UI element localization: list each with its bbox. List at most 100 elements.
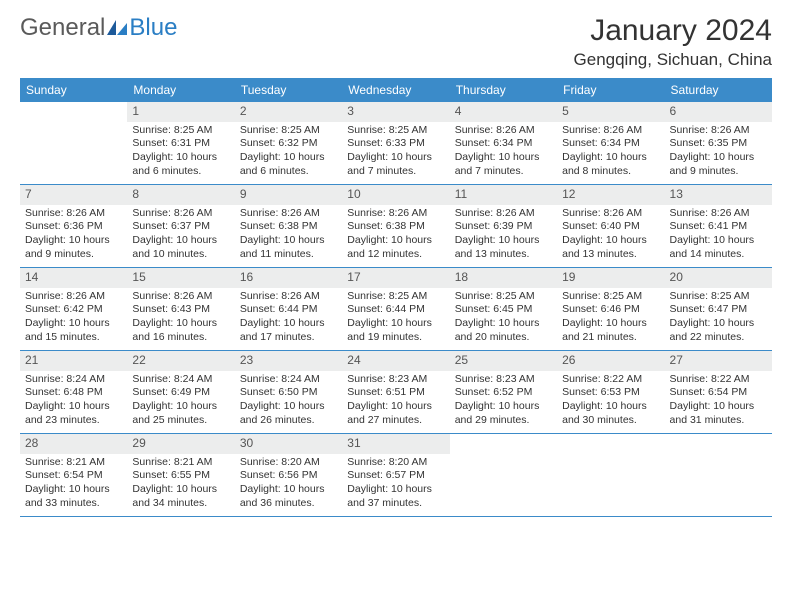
- day-number: 18: [450, 268, 557, 288]
- day-number: 29: [127, 434, 234, 454]
- calendar-cell: 18Sunrise: 8:25 AMSunset: 6:45 PMDayligh…: [450, 268, 557, 350]
- calendar-cell: 17Sunrise: 8:25 AMSunset: 6:44 PMDayligh…: [342, 268, 449, 350]
- daylight-text: Daylight: 10 hours and 10 minutes.: [132, 234, 229, 261]
- day-number: 20: [665, 268, 772, 288]
- sunrise-text: Sunrise: 8:26 AM: [455, 207, 552, 221]
- day-number: 1: [127, 102, 234, 122]
- sunrise-text: Sunrise: 8:26 AM: [455, 124, 552, 138]
- daylight-text: Daylight: 10 hours and 37 minutes.: [347, 483, 444, 510]
- daylight-text: Daylight: 10 hours and 23 minutes.: [25, 400, 122, 427]
- week-row: 21Sunrise: 8:24 AMSunset: 6:48 PMDayligh…: [20, 351, 772, 434]
- sunset-text: Sunset: 6:57 PM: [347, 469, 444, 483]
- sunset-text: Sunset: 6:31 PM: [132, 137, 229, 151]
- sunrise-text: Sunrise: 8:20 AM: [240, 456, 337, 470]
- daylight-text: Daylight: 10 hours and 14 minutes.: [670, 234, 767, 261]
- sunset-text: Sunset: 6:55 PM: [132, 469, 229, 483]
- month-title: January 2024: [574, 14, 772, 48]
- sunrise-text: Sunrise: 8:26 AM: [562, 124, 659, 138]
- sunset-text: Sunset: 6:34 PM: [562, 137, 659, 151]
- sunrise-text: Sunrise: 8:25 AM: [240, 124, 337, 138]
- sunrise-text: Sunrise: 8:24 AM: [25, 373, 122, 387]
- calendar-cell: 8Sunrise: 8:26 AMSunset: 6:37 PMDaylight…: [127, 185, 234, 267]
- sunrise-text: Sunrise: 8:26 AM: [347, 207, 444, 221]
- daylight-text: Daylight: 10 hours and 25 minutes.: [132, 400, 229, 427]
- calendar-cell: 16Sunrise: 8:26 AMSunset: 6:44 PMDayligh…: [235, 268, 342, 350]
- calendar-cell: 28 Sunrise: 8:21 AMSunset: 6:54 PMDayligh…: [20, 434, 127, 516]
- sunrise-text: Sunrise: 8:26 AM: [240, 207, 337, 221]
- day-number: 3: [342, 102, 449, 122]
- calendar-cell: 9Sunrise: 8:26 AMSunset: 6:38 PMDaylight…: [235, 185, 342, 267]
- header: General Blue January 2024 Gengqing, Sich…: [20, 14, 772, 70]
- calendar-cell: 21Sunrise: 8:24 AMSunset: 6:48 PMDayligh…: [20, 351, 127, 433]
- sunset-text: Sunset: 6:35 PM: [670, 137, 767, 151]
- day-number: 14: [20, 268, 127, 288]
- day-header-wed: Wednesday: [342, 78, 449, 102]
- brand-logo: General Blue: [20, 14, 177, 42]
- weeks-container: 1Sunrise: 8:25 AMSunset: 6:31 PMDaylight…: [20, 102, 772, 517]
- sunset-text: Sunset: 6:38 PM: [347, 220, 444, 234]
- day-number: 12: [557, 185, 664, 205]
- sunrise-text: Sunrise: 8:23 AM: [347, 373, 444, 387]
- calendar-cell: 19Sunrise: 8:25 AMSunset: 6:46 PMDayligh…: [557, 268, 664, 350]
- calendar-cell: 4Sunrise: 8:26 AMSunset: 6:34 PMDaylight…: [450, 102, 557, 184]
- daylight-text: Daylight: 10 hours and 19 minutes.: [347, 317, 444, 344]
- calendar-cell: 5Sunrise: 8:26 AMSunset: 6:34 PMDaylight…: [557, 102, 664, 184]
- sunset-text: Sunset: 6:47 PM: [670, 303, 767, 317]
- daylight-text: Daylight: 10 hours and 7 minutes.: [455, 151, 552, 178]
- sunset-text: Sunset: 6:41 PM: [670, 220, 767, 234]
- calendar-cell: 10Sunrise: 8:26 AMSunset: 6:38 PMDayligh…: [342, 185, 449, 267]
- sunset-text: Sunset: 6:42 PM: [25, 303, 122, 317]
- calendar-cell: 26Sunrise: 8:22 AMSunset: 6:53 PMDayligh…: [557, 351, 664, 433]
- day-number: 16: [235, 268, 342, 288]
- calendar-cell: 31Sunrise: 8:20 AMSunset: 6:57 PMDayligh…: [342, 434, 449, 516]
- calendar-cell: 27Sunrise: 8:22 AMSunset: 6:54 PMDayligh…: [665, 351, 772, 433]
- day-header-sun: Sunday: [20, 78, 127, 102]
- calendar-cell: 22Sunrise: 8:24 AMSunset: 6:49 PMDayligh…: [127, 351, 234, 433]
- sunrise-text: Sunrise: 8:22 AM: [670, 373, 767, 387]
- daylight-text: Daylight: 10 hours and 21 minutes.: [562, 317, 659, 344]
- day-number: 21: [20, 351, 127, 371]
- sunrise-text: Sunrise: 8:26 AM: [562, 207, 659, 221]
- daylight-text: Daylight: 10 hours and 22 minutes.: [670, 317, 767, 344]
- sunrise-text: Sunrise: 8:21 AM: [25, 456, 122, 470]
- calendar-cell: 23Sunrise: 8:24 AMSunset: 6:50 PMDayligh…: [235, 351, 342, 433]
- location-text: Gengqing, Sichuan, China: [574, 50, 772, 70]
- calendar-cell: 13Sunrise: 8:26 AMSunset: 6:41 PMDayligh…: [665, 185, 772, 267]
- day-number: 15: [127, 268, 234, 288]
- sunset-text: Sunset: 6:51 PM: [347, 386, 444, 400]
- daylight-text: Daylight: 10 hours and 17 minutes.: [240, 317, 337, 344]
- sunrise-text: Sunrise: 8:26 AM: [25, 207, 122, 221]
- daylight-text: Daylight: 10 hours and 13 minutes.: [455, 234, 552, 261]
- sunrise-text: Sunrise: 8:24 AM: [132, 373, 229, 387]
- day-number: 22: [127, 351, 234, 371]
- sunset-text: Sunset: 6:33 PM: [347, 137, 444, 151]
- sunrise-text: Sunrise: 8:25 AM: [670, 290, 767, 304]
- sunset-text: Sunset: 6:54 PM: [25, 469, 122, 483]
- calendar-cell: [665, 434, 772, 516]
- day-number: 28: [20, 434, 127, 454]
- sunrise-text: Sunrise: 8:25 AM: [132, 124, 229, 138]
- week-row: 14Sunrise: 8:26 AMSunset: 6:42 PMDayligh…: [20, 268, 772, 351]
- sunset-text: Sunset: 6:56 PM: [240, 469, 337, 483]
- daylight-text: Daylight: 10 hours and 9 minutes.: [670, 151, 767, 178]
- day-number: 19: [557, 268, 664, 288]
- sunrise-text: Sunrise: 8:22 AM: [562, 373, 659, 387]
- day-number: 9: [235, 185, 342, 205]
- daylight-text: Daylight: 10 hours and 33 minutes.: [25, 483, 122, 510]
- day-number: 13: [665, 185, 772, 205]
- day-number: 24: [342, 351, 449, 371]
- sunrise-text: Sunrise: 8:25 AM: [347, 124, 444, 138]
- sunset-text: Sunset: 6:40 PM: [562, 220, 659, 234]
- sunset-text: Sunset: 6:36 PM: [25, 220, 122, 234]
- daylight-text: Daylight: 10 hours and 13 minutes.: [562, 234, 659, 261]
- calendar-cell: 12 Sunrise: 8:26 AMSunset: 6:40 PMDayligh…: [557, 185, 664, 267]
- calendar-cell: 6Sunrise: 8:26 AMSunset: 6:35 PMDaylight…: [665, 102, 772, 184]
- week-row: 7Sunrise: 8:26 AMSunset: 6:36 PMDaylight…: [20, 185, 772, 268]
- calendar-cell: [557, 434, 664, 516]
- daylight-text: Daylight: 10 hours and 16 minutes.: [132, 317, 229, 344]
- day-number: 7: [20, 185, 127, 205]
- day-number: 27: [665, 351, 772, 371]
- sunset-text: Sunset: 6:32 PM: [240, 137, 337, 151]
- day-headers-row: Sunday Monday Tuesday Wednesday Thursday…: [20, 78, 772, 102]
- calendar-cell: [20, 102, 127, 184]
